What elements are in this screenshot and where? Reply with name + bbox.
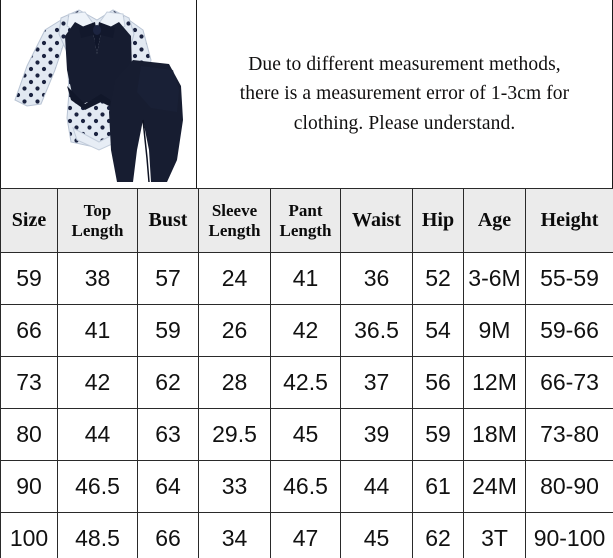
- product-image-cell: [1, 0, 197, 188]
- cell-age: 3-6M: [463, 252, 526, 305]
- cell-top-length: 46.5: [57, 460, 138, 513]
- cell-hip: 56: [412, 356, 464, 409]
- notice-line-3: clothing. Please understand.: [293, 112, 516, 134]
- cell-size: 66: [0, 304, 58, 357]
- cell-age: 9M: [463, 304, 526, 357]
- cell-pant-length: 47: [270, 512, 341, 558]
- cell-sleeve-length: 29.5: [198, 408, 271, 461]
- header-line-1: Age: [477, 209, 512, 232]
- column-header-waist: Waist: [340, 188, 413, 253]
- cell-hip: 59: [412, 408, 464, 461]
- cell-size: 73: [0, 356, 58, 409]
- column-header-bust: Bust: [137, 188, 199, 253]
- cell-hip: 52: [412, 252, 464, 305]
- header-line-2: Length: [208, 220, 261, 240]
- column-header-sleeve-length: Sleeve Length: [198, 188, 271, 253]
- cell-top-length: 48.5: [57, 512, 138, 558]
- cell-pant-length: 42: [270, 304, 341, 357]
- header-line-1: Top: [83, 201, 112, 221]
- cell-hip: 62: [412, 512, 464, 558]
- header-line-1: Height: [540, 209, 599, 232]
- size-chart-table: Size Top Length Bust Sleeve Length Pant …: [0, 188, 613, 558]
- header-line-2: Length: [71, 220, 124, 240]
- cell-waist: 37: [340, 356, 413, 409]
- cell-age: 12M: [463, 356, 526, 409]
- column-header-hip: Hip: [412, 188, 464, 253]
- cell-waist: 36.5: [340, 304, 413, 357]
- cell-top-length: 42: [57, 356, 138, 409]
- notice-line-1: Due to different measurement methods,: [248, 53, 561, 75]
- product-image: [1, 0, 196, 188]
- cell-bust: 64: [137, 460, 199, 513]
- cell-size: 90: [0, 460, 58, 513]
- cell-hip: 61: [412, 460, 464, 513]
- header-line-1: Waist: [352, 209, 401, 232]
- cell-sleeve-length: 28: [198, 356, 271, 409]
- column-header-height: Height: [525, 188, 613, 253]
- cell-pant-length: 41: [270, 252, 341, 305]
- cell-bust: 57: [137, 252, 199, 305]
- cell-hip: 54: [412, 304, 464, 357]
- header-line-2: Length: [279, 220, 332, 240]
- cell-pant-length: 42.5: [270, 356, 341, 409]
- cell-top-length: 41: [57, 304, 138, 357]
- table-row: 73 42 62 28 42.5 37 56 12M 66-73: [0, 356, 613, 409]
- measurement-notice: Due to different measurement methods, th…: [235, 50, 575, 139]
- table-header-row: Size Top Length Bust Sleeve Length Pant …: [0, 188, 613, 253]
- header-line-1: Bust: [148, 209, 188, 232]
- header-line-1: Hip: [421, 209, 455, 232]
- header-line-1: Pant: [288, 201, 323, 221]
- cell-waist: 45: [340, 512, 413, 558]
- cell-sleeve-length: 33: [198, 460, 271, 513]
- header-line-1: Size: [11, 209, 47, 232]
- cell-age: 18M: [463, 408, 526, 461]
- table-row: 80 44 63 29.5 45 39 59 18M 73-80: [0, 408, 613, 461]
- cell-top-length: 44: [57, 408, 138, 461]
- notice-line-2: there is a measurement error of 1-3cm fo…: [239, 83, 570, 105]
- cell-size: 59: [0, 252, 58, 305]
- table-row: 90 46.5 64 33 46.5 44 61 24M 80-90: [0, 460, 613, 513]
- header-section: Due to different measurement methods, th…: [0, 0, 613, 188]
- column-header-age: Age: [463, 188, 526, 253]
- cell-height: 59-66: [525, 304, 613, 357]
- cell-age: 24M: [463, 460, 526, 513]
- cell-height: 80-90: [525, 460, 613, 513]
- column-header-size: Size: [0, 188, 58, 253]
- cell-size: 100: [0, 512, 58, 558]
- column-header-top-length: Top Length: [57, 188, 138, 253]
- cell-age: 3T: [463, 512, 526, 558]
- cell-bust: 63: [137, 408, 199, 461]
- cell-top-length: 38: [57, 252, 138, 305]
- cell-sleeve-length: 26: [198, 304, 271, 357]
- cell-waist: 44: [340, 460, 413, 513]
- cell-height: 90-100: [525, 512, 613, 558]
- cell-bust: 66: [137, 512, 199, 558]
- cell-pant-length: 45: [270, 408, 341, 461]
- cell-height: 73-80: [525, 408, 613, 461]
- cell-height: 55-59: [525, 252, 613, 305]
- table-row: 100 48.5 66 34 47 45 62 3T 90-100: [0, 512, 613, 558]
- measurement-notice-cell: Due to different measurement methods, th…: [197, 0, 612, 188]
- cell-waist: 39: [340, 408, 413, 461]
- table-row: 66 41 59 26 42 36.5 54 9M 59-66: [0, 304, 613, 357]
- cell-waist: 36: [340, 252, 413, 305]
- cell-bust: 62: [137, 356, 199, 409]
- column-header-pant-length: Pant Length: [270, 188, 341, 253]
- cell-pant-length: 46.5: [270, 460, 341, 513]
- cell-height: 66-73: [525, 356, 613, 409]
- header-line-1: Sleeve: [211, 201, 258, 221]
- cell-size: 80: [0, 408, 58, 461]
- table-row: 59 38 57 24 41 36 52 3-6M 55-59: [0, 252, 613, 305]
- cell-sleeve-length: 24: [198, 252, 271, 305]
- cell-sleeve-length: 34: [198, 512, 271, 558]
- cell-bust: 59: [137, 304, 199, 357]
